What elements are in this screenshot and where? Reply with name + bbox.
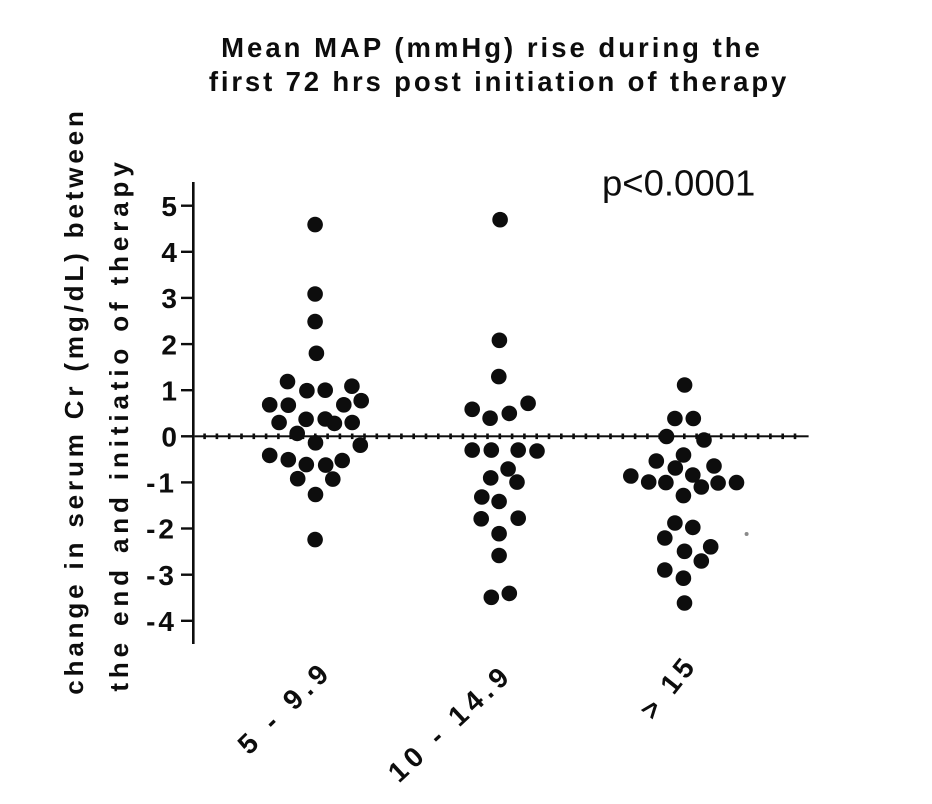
svg-text:2: 2 (161, 329, 177, 360)
svg-text:change in serum Cr (mg/dL) bet: change in serum Cr (mg/dL) between (59, 107, 89, 694)
svg-text:3: 3 (161, 283, 177, 314)
svg-text:Mean MAP (mmHg) rise during th: Mean MAP (mmHg) rise during the (221, 32, 763, 63)
svg-text:-4: -4 (146, 606, 177, 637)
svg-text:-1: -1 (146, 468, 177, 499)
svg-text:4: 4 (161, 237, 177, 268)
svg-text:first 72 hrs post initiation o: first 72 hrs post initiation of therapy (209, 66, 789, 97)
svg-text:5: 5 (161, 191, 177, 222)
svg-text:0: 0 (161, 422, 177, 453)
svg-text:-3: -3 (146, 560, 177, 591)
svg-text:-2: -2 (146, 514, 177, 545)
svg-text:1: 1 (161, 375, 177, 406)
svg-text:the end and initiatio of thera: the end and initiatio of therapy (104, 157, 134, 691)
svg-text:p<0.0001: p<0.0001 (602, 163, 755, 204)
